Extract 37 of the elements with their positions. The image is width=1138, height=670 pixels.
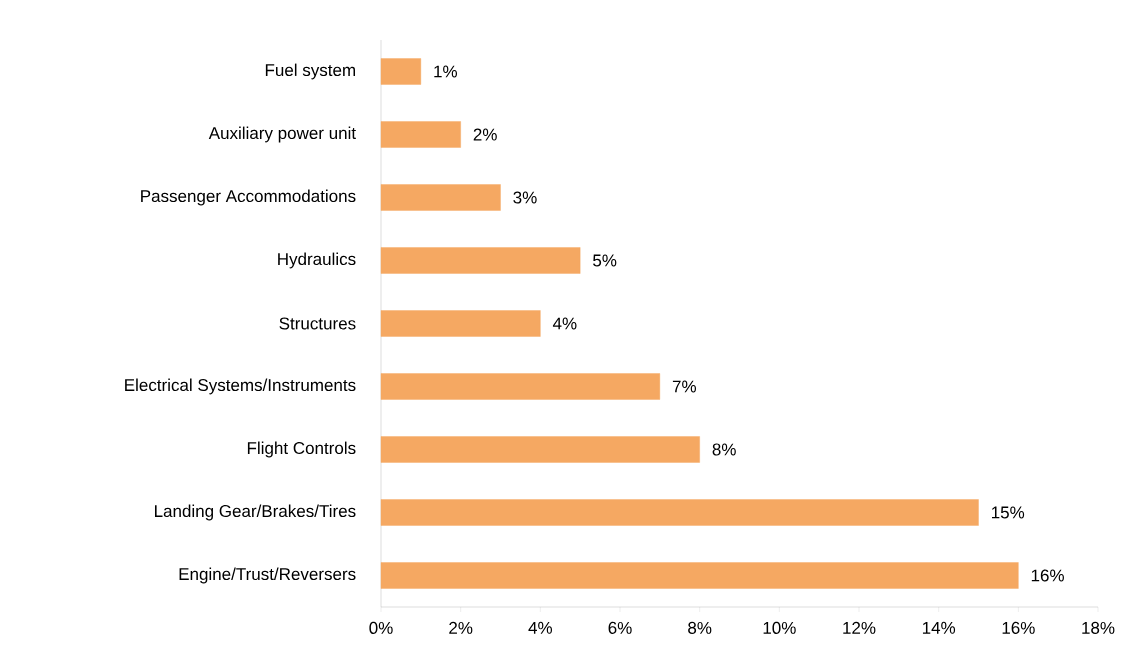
bar <box>380 184 501 211</box>
x-tick-label: 12% <box>843 621 876 634</box>
data-label: 7% <box>672 380 697 393</box>
y-tick-label: Structures <box>279 317 356 330</box>
bar <box>380 373 661 400</box>
y-tick-label: Engine/Trust/Reversers <box>179 567 356 584</box>
x-tick-label: 2% <box>449 621 473 634</box>
x-tick-label: 4% <box>528 621 553 634</box>
x-tick-label: 8% <box>688 621 712 634</box>
bar <box>380 310 541 337</box>
y-tick-label: Passenger Accommodations <box>141 189 356 206</box>
x-tick-label: 14% <box>922 621 956 634</box>
y-tick-label: Fuel system <box>265 63 355 80</box>
bar <box>380 562 1019 589</box>
data-label: 3% <box>513 191 537 204</box>
x-tick-label: 16% <box>1002 621 1035 634</box>
data-label: 15% <box>992 506 1025 519</box>
bar <box>380 58 422 85</box>
data-label: 16% <box>1031 569 1064 582</box>
y-tick-label: Hydraulics <box>278 252 356 269</box>
bar <box>380 436 700 463</box>
x-tick-label: 10% <box>763 621 796 634</box>
data-label: 1% <box>434 65 457 78</box>
bar <box>380 121 461 148</box>
y-tick-label: Flight Controls <box>247 441 356 458</box>
data-label: 4% <box>552 317 577 330</box>
x-tick-label: 0% <box>369 621 393 634</box>
y-tick-label: Auxiliary power unit <box>208 126 356 143</box>
data-label: 2% <box>473 128 497 141</box>
y-tick-label: Landing Gear/Brakes/Tires <box>155 504 356 521</box>
data-label: 8% <box>712 443 736 456</box>
data-label: 5% <box>593 254 617 267</box>
bar <box>380 499 979 526</box>
bar <box>380 247 581 274</box>
x-tick-label: 18% <box>1082 621 1115 634</box>
x-tick-label: 6% <box>608 621 632 634</box>
y-tick-label: Electrical Systems/Instruments <box>125 378 356 395</box>
